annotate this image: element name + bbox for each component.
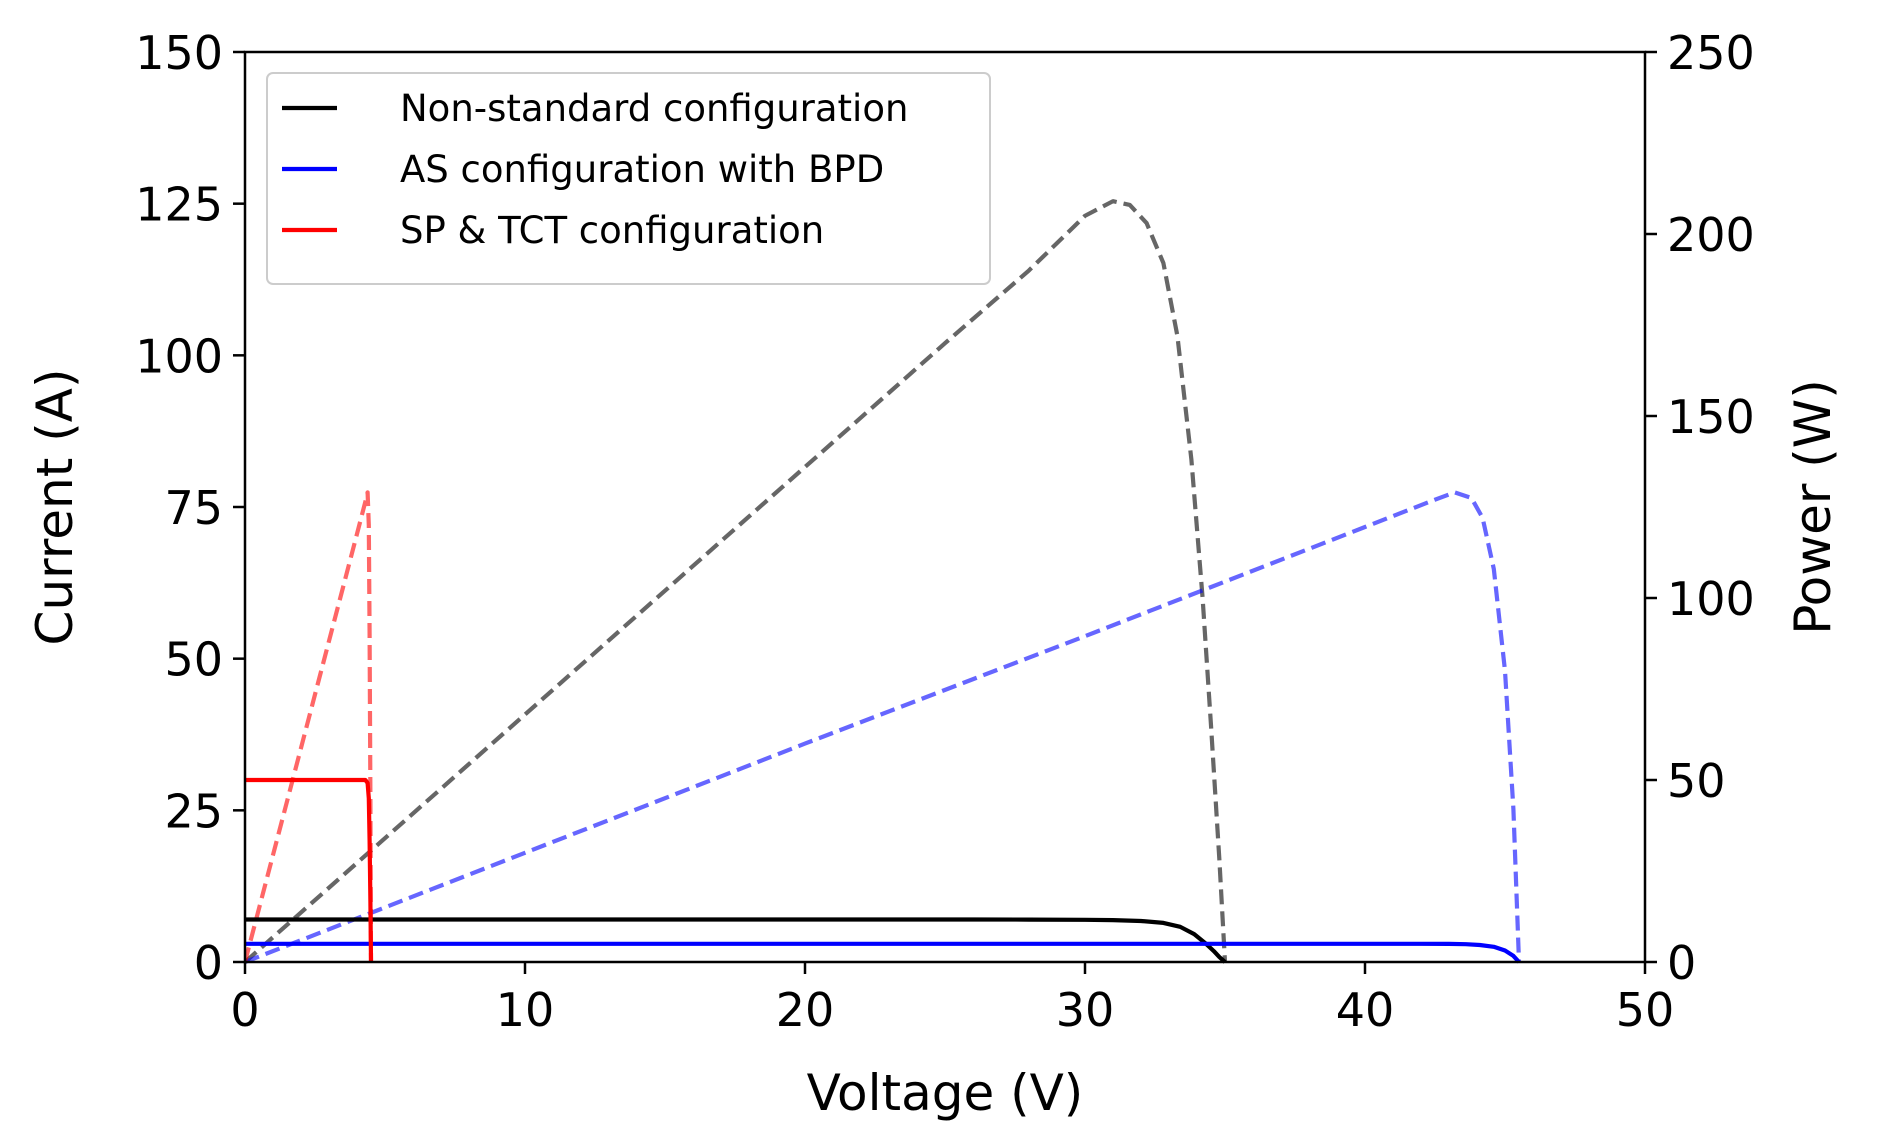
legend-label: Non-standard configuration bbox=[400, 87, 908, 130]
plot-frame-rect bbox=[243, 50, 1647, 964]
axis-ticks: 0 10 20 30 40 5002550751001251500501001502002… bbox=[135, 26, 1755, 1037]
power-curve-1 bbox=[245, 490, 1522, 964]
power-curve-0 bbox=[245, 199, 1228, 964]
legend-label: AS configuration with BPD bbox=[400, 148, 884, 191]
x-tick-label: 20 bbox=[776, 983, 835, 1037]
y-tick-label: 100 bbox=[135, 329, 223, 383]
y2-tick-label: 0 bbox=[1667, 936, 1696, 990]
y-tick-label: 50 bbox=[164, 633, 223, 687]
legend-label: SP & TCT configuration bbox=[400, 209, 824, 252]
y-axis-title: Current (A) bbox=[26, 369, 84, 646]
x-tick-label: 40 bbox=[1336, 983, 1395, 1037]
y-tick-label: 150 bbox=[135, 26, 223, 80]
x-tick-label: 10 bbox=[496, 983, 555, 1037]
y2-tick-label: 200 bbox=[1667, 208, 1755, 262]
legend: Non-standard configuration AS configurati… bbox=[266, 72, 991, 285]
y2-tick-label: 50 bbox=[1667, 754, 1726, 808]
x-tick-label: 30 bbox=[1056, 983, 1115, 1037]
power-curve-2 bbox=[245, 490, 374, 963]
y2-tick-label: 150 bbox=[1667, 390, 1755, 444]
x-tick-label: 0 bbox=[230, 983, 259, 1037]
current-curve-4 bbox=[245, 941, 1521, 964]
y2-axis-title: Power (W) bbox=[1784, 379, 1842, 635]
x-axis-title: Voltage (V) bbox=[807, 1064, 1084, 1122]
current-curve-3 bbox=[245, 917, 1227, 964]
x-tick-label: 50 bbox=[1616, 983, 1675, 1037]
y2-tick-label: 250 bbox=[1667, 26, 1755, 80]
y-tick-label: 25 bbox=[164, 784, 223, 838]
plot-frame bbox=[243, 50, 1647, 964]
y-tick-label: 0 bbox=[194, 936, 223, 990]
y-tick-label: 125 bbox=[135, 178, 223, 232]
current-curve-5 bbox=[245, 777, 374, 963]
y-tick-label: 75 bbox=[164, 481, 223, 535]
legend-box bbox=[266, 72, 991, 285]
y2-tick-label: 100 bbox=[1667, 572, 1755, 626]
plot-area bbox=[245, 199, 1522, 964]
